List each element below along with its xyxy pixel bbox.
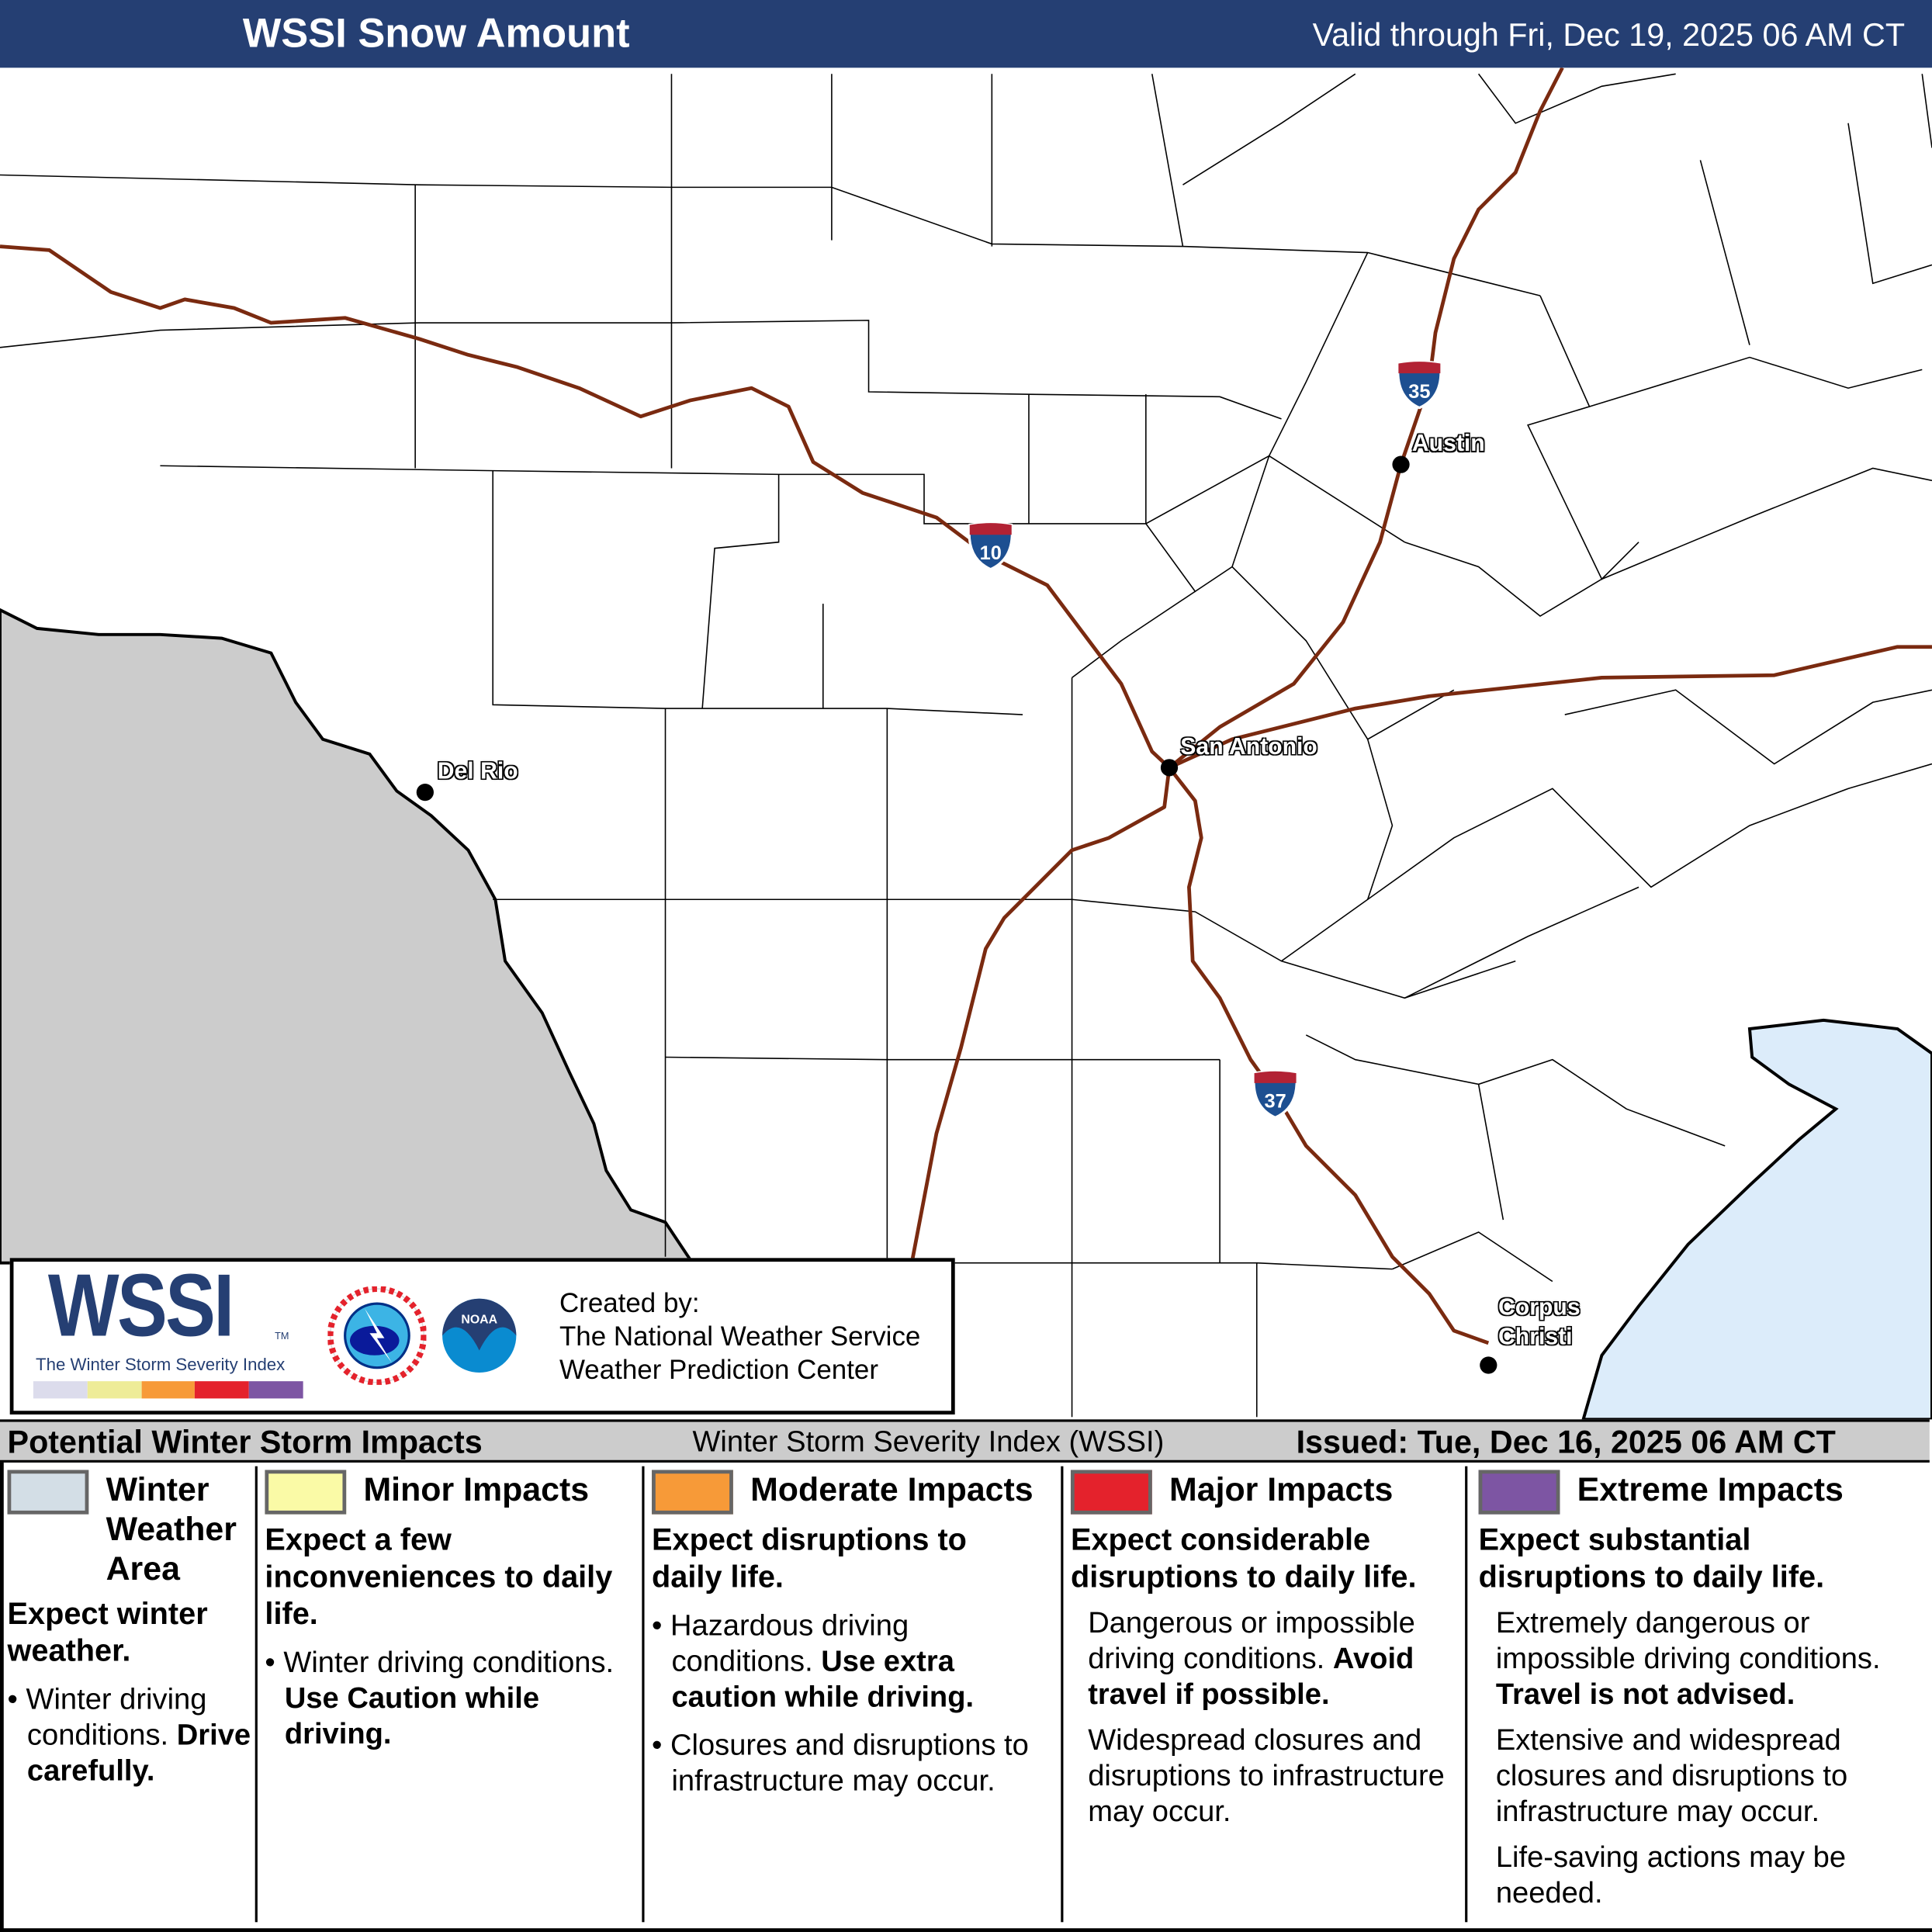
category-summary: Expect disruptions to daily life. — [652, 1522, 967, 1594]
category-summary: Expect a few inconveniences to daily lif… — [265, 1522, 613, 1632]
i35-south — [909, 767, 1172, 1264]
category-text: Dangerous or impossible driving conditio… — [1088, 1605, 1465, 1712]
impact-bold-text: Travel is not advised. — [1495, 1678, 1795, 1712]
category-bullet: • Hazardous driving conditions. Use extr… — [652, 1608, 975, 1714]
impact-legend: Winter Weather Area Expect winter weathe… — [0, 1462, 1932, 1932]
impact-text: Dangerous or impossible driving conditio… — [1088, 1606, 1415, 1676]
category-header: Extreme Impacts — [1478, 1470, 1932, 1515]
mexico-area — [0, 608, 696, 1265]
map-title: WSSI Snow Amount — [242, 9, 630, 56]
scale-swatch — [140, 1381, 196, 1399]
logo-box: WSSI TM The Winter Storm Severity Index … — [9, 1256, 955, 1415]
bullet-text: Hazardous driving conditions. — [670, 1608, 909, 1678]
category-header: Winter Weather Area — [7, 1470, 253, 1587]
column-divider — [1465, 1466, 1468, 1923]
swatch-major — [1070, 1470, 1152, 1515]
category-text-3: Life-saving actions may be needed. — [1495, 1840, 1847, 1910]
valid-time: Valid through Fri, Dec 19, 2025 06 AM CT — [1312, 16, 1906, 54]
legend-moderate-impacts: Moderate Impacts Expect disruptions to d… — [652, 1470, 1058, 1799]
scale-swatch — [195, 1381, 250, 1399]
bullet-text: Closures and disruptions to infrastructu… — [670, 1728, 1029, 1798]
impact-bold-text: Avoid travel if possible. — [1088, 1642, 1414, 1712]
column-divider — [642, 1466, 645, 1923]
legend-minor-impacts: Minor Impacts Expect a few inconvenience… — [265, 1470, 639, 1752]
scale-swatch — [87, 1381, 141, 1399]
bullet-bold-text: Drive carefully. — [26, 1719, 251, 1788]
legend-extreme-impacts: Extreme Impacts Expect substantial disru… — [1478, 1470, 1932, 1911]
impacts-band: Potential Winter Storm Impacts Winter St… — [0, 1419, 1930, 1463]
category-summary: Expect winter weather. — [7, 1597, 208, 1669]
bullet-text: Winter driving conditions. — [283, 1646, 615, 1680]
scale-swatch — [249, 1381, 303, 1399]
credit-text: Created by: The National Weather Service… — [559, 1286, 920, 1387]
gulf-water — [1581, 1018, 1932, 1421]
interstate-35-shield-icon: 35 — [1397, 360, 1442, 410]
svg-text:NOAA: NOAA — [461, 1314, 497, 1327]
wssi-color-scale — [33, 1381, 303, 1399]
i10-west — [0, 244, 1171, 770]
category-bullet: • Winter driving conditions. Drive caref… — [7, 1683, 251, 1788]
category-title: Moderate Impacts — [750, 1471, 1034, 1508]
city-dot-san-antonio — [1160, 759, 1179, 777]
category-title: Minor Impacts — [363, 1471, 590, 1508]
category-title: Major Impacts — [1169, 1471, 1394, 1508]
wssi-logo: WSSI — [47, 1256, 295, 1356]
i10-east — [1169, 645, 1932, 770]
category-header: Minor Impacts — [265, 1470, 639, 1515]
category-summary: Expect considerable disruptions to daily… — [1070, 1522, 1417, 1594]
swatch-moderate — [652, 1470, 733, 1515]
city-label-del-rio: Del Rio — [437, 759, 518, 785]
map-canvas — [0, 67, 1932, 1421]
noaa-logo-icon: NOAA — [432, 1289, 527, 1383]
category-header: Moderate Impacts — [652, 1470, 1058, 1515]
category-text: Extremely dangerous or impossible drivin… — [1496, 1605, 1932, 1712]
impact-text: Extremely dangerous or impossible drivin… — [1495, 1606, 1881, 1676]
city-label-corpus-christi: Corpus Christi — [1498, 1294, 1581, 1351]
city-dot-corpus-christi — [1480, 1356, 1497, 1374]
svg-text:37: 37 — [1264, 1091, 1286, 1113]
bullet-bold-text: Use Caution while driving. — [284, 1681, 540, 1751]
impacts-subtitle: Winter Storm Severity Index (WSSI) — [692, 1425, 1165, 1459]
city-dot-austin — [1392, 455, 1410, 473]
credit-wpc: Weather Prediction Center — [559, 1354, 878, 1385]
column-divider — [254, 1466, 258, 1923]
swatch-minor — [265, 1470, 347, 1515]
legend-major-impacts: Major Impacts Expect considerable disrup… — [1070, 1470, 1465, 1830]
category-summary: Expect substantial disruptions to daily … — [1478, 1522, 1825, 1594]
wssi-subtitle: The Winter Storm Severity Index — [36, 1354, 286, 1374]
category-bullet: • Winter driving conditions. Use Caution… — [265, 1646, 615, 1751]
swatch-winter-weather — [7, 1470, 89, 1515]
scale-swatch — [33, 1381, 88, 1399]
city-dot-del-rio — [416, 783, 434, 802]
interstate-10-shield-icon: 10 — [968, 521, 1013, 571]
issued-time: Issued: Tue, Dec 16, 2025 06 AM CT — [1296, 1423, 1836, 1460]
swatch-extreme — [1478, 1470, 1560, 1515]
column-divider — [1061, 1466, 1064, 1923]
category-bullet-2: • Closures and disruptions to infrastruc… — [652, 1728, 1029, 1798]
header-bar: WSSI Snow Amount Valid through Fri, Dec … — [0, 0, 1932, 68]
bullet-bold-text: Use extra caution while driving. — [671, 1644, 975, 1714]
wssi-logo-text: WSSI — [47, 1256, 234, 1356]
city-label-san-antonio: San Antonio — [1180, 734, 1317, 760]
wssi-trademark: TM — [275, 1331, 289, 1342]
interstate-37-shield-icon: 37 — [1252, 1070, 1298, 1119]
svg-text:35: 35 — [1408, 381, 1430, 403]
impacts-title: Potential Winter Storm Impacts — [7, 1423, 483, 1460]
city-label-austin: Austin — [1411, 431, 1485, 458]
map: Del Rio San Antonio Austin Corpus Christ… — [0, 67, 1932, 1421]
legend-winter-weather-area: Winter Weather Area Expect winter weathe… — [7, 1470, 253, 1788]
category-header: Major Impacts — [1070, 1470, 1465, 1515]
category-text-2: Widespread closures and disruptions to i… — [1088, 1723, 1445, 1829]
svg-text:10: 10 — [980, 542, 1002, 564]
nws-logo-icon — [327, 1286, 427, 1385]
credit-nws: The National Weather Service — [559, 1321, 921, 1352]
category-title: Extreme Impacts — [1577, 1471, 1844, 1508]
credit-label: Created by: — [559, 1287, 700, 1319]
category-text-2: Extensive and widespread closures and di… — [1495, 1723, 1848, 1829]
bullet-text: Winter driving conditions. — [26, 1683, 207, 1753]
category-title: Winter Weather Area — [106, 1471, 237, 1587]
